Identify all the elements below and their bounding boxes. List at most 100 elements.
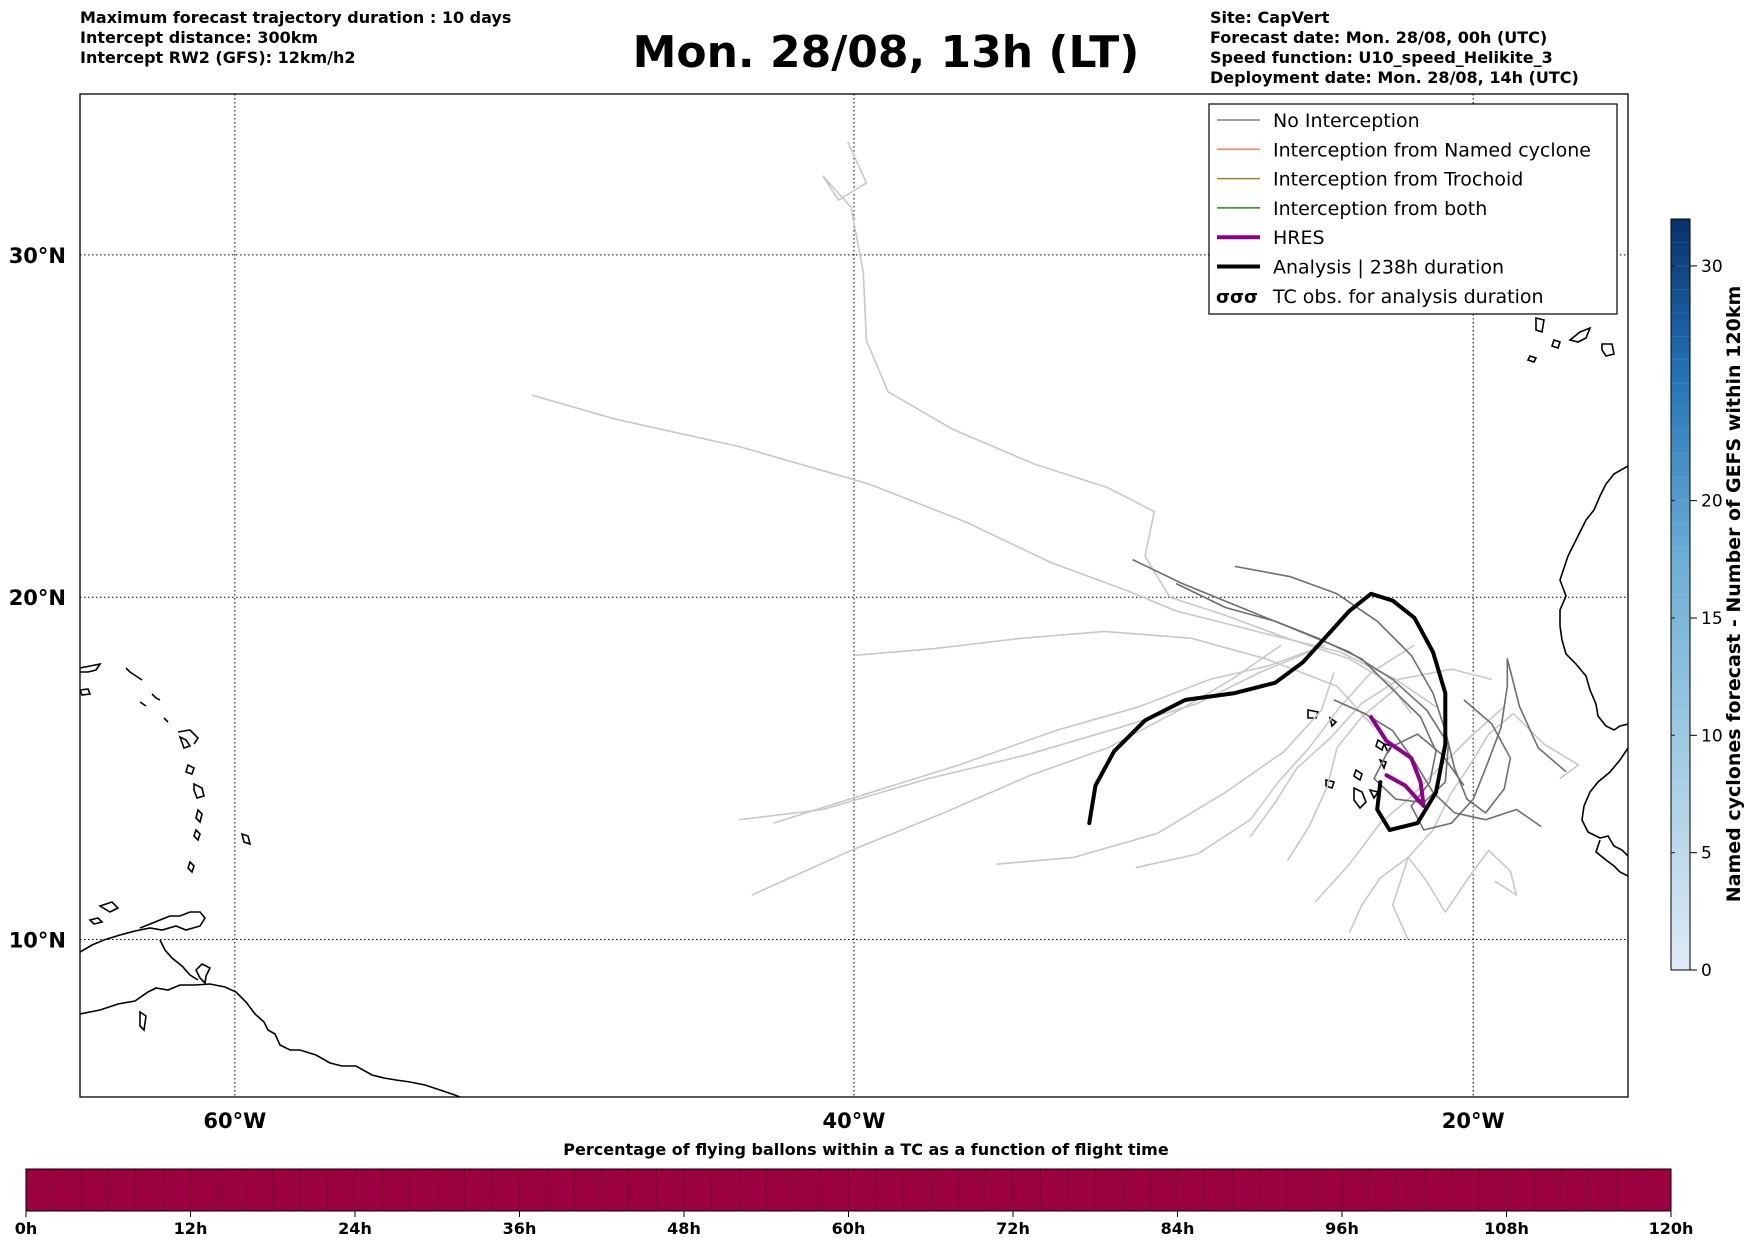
coastline-peninsula [159,939,199,981]
header-right-line: Site: CapVert [1210,8,1330,27]
coastline-africa [1559,465,1628,731]
ensemble-trajectory [751,644,1282,896]
colorbar-bottom-tick-label: 12h [174,1219,208,1238]
coastline-venezuela [80,911,206,953]
analysis-line [1087,591,1448,832]
colorbar-right-bar [1670,218,1691,971]
colorbar-bottom-bar [25,1168,1672,1212]
colorbar-bottom-tick-label: 108h [1484,1219,1529,1238]
map-frame [79,93,1629,1098]
coastline-islet-c [151,693,161,701]
ensemble-trajectory [773,644,1325,824]
coastline-trinidad [195,963,212,985]
header-left-line: Intercept distance: 300km [80,28,319,47]
colorbar-right-tick-label: 0 [1701,961,1712,981]
coastline-islet-e [139,701,147,707]
header-left-info: Maximum forecast trajectory duration : 1… [80,8,511,68]
colorbar-bottom-tick-label: 84h [1161,1219,1195,1238]
ensemble-trajectory [1175,582,1567,831]
coastline-canaries-5 [1526,355,1538,363]
lat-tick-label: 20°N [9,586,66,610]
gridlines [80,94,1628,1097]
coastline-antilles-3 [193,782,205,799]
coastline-islet-a [80,688,92,696]
coastline-canaries-4 [1550,338,1562,350]
legend-symbol: σσσ [1216,287,1258,308]
colorbar-bottom-tick-label: 0h [15,1219,38,1238]
coastline-antilles-7 [177,729,200,745]
ensemble-trajectory [1314,706,1505,903]
coastline-antilles-5 [193,828,201,842]
coastline-capeverde-2 [1328,716,1338,728]
legend-label: Interception from Named cyclone [1273,139,1591,161]
page-title: Mon. 28/08, 13h (LT) [632,27,1140,78]
coastline-tobago [98,901,120,913]
coastlines [80,316,1628,1097]
coastline-canaries-2 [1568,326,1592,343]
colorbar-right-tick-label: 20 [1701,492,1723,512]
coastline-antilles-2 [185,763,195,776]
coastline-capeverde-7 [1368,788,1380,800]
legend-label: Interception from both [1273,198,1487,220]
coastline-canaries-3 [1601,343,1615,357]
colorbar-bottom-tick-label: 60h [832,1219,866,1238]
coastline-south-america [80,983,461,1097]
legend-label: TC obs. for analysis duration [1272,286,1544,308]
header-left-line: Intercept RW2 (GFS): 12km/h2 [80,48,356,67]
colorbar-bottom-tick-label: 48h [667,1219,701,1238]
ensemble-trajectory [1286,685,1400,862]
ensemble-trajectory [1234,565,1512,814]
ensemble-trajectory [996,672,1335,865]
lat-tick-label: 30°N [9,244,66,268]
header-left-line: Maximum forecast trajectory duration : 1… [80,8,512,27]
colorbar-bottom: Percentage of flying ballons within a TC… [15,1140,1694,1238]
colorbar-right-label: Named cyclones forecast - Number of GEFS… [1723,286,1745,903]
colorbar-bottom-tick-label: 120h [1649,1219,1694,1238]
legend-label: Analysis | 238h duration [1273,257,1504,279]
hres-track [1369,715,1426,808]
legend: No Interception Interception from Named c… [1208,103,1618,315]
legend-label: Interception from Trochoid [1273,169,1523,191]
header-right-line: Forecast date: Mon. 28/08, 00h (UTC) [1210,28,1548,47]
coastline-antilles-6 [187,860,195,874]
coastline-capeverde-6 [1325,778,1336,790]
ensemble-trajectories-light [531,141,1580,940]
hres-line [1369,715,1426,808]
coastline-grenada [88,917,104,925]
coastline-barbados [240,832,252,846]
ensemble-trajectory [1135,644,1415,869]
lat-tick-labels: 30°N 20°N 10°N [9,244,66,953]
lon-tick-labels: 60°W 40°W 20°W [203,1109,1504,1133]
colorbar-bottom-tick-label: 36h [503,1219,537,1238]
coastline-capeverde-5 [1382,742,1394,754]
coastline-antilles-4 [195,808,203,824]
coastline-capeverde-4 [1375,738,1385,752]
ensemble-trajectory [1249,668,1492,838]
lon-tick-label: 60°W [203,1109,266,1133]
colorbar-right-tick-label: 15 [1701,609,1723,629]
colorbar-right-tick-label: 30 [1701,257,1723,277]
ensemble-trajectory [739,651,1310,821]
lon-tick-label: 40°W [823,1109,886,1133]
colorbar-bottom-tick-label: 96h [1325,1219,1359,1238]
legend-label: No Interception [1273,110,1420,132]
legend-box [1208,103,1618,315]
coastline-capeverde-1 [1307,709,1320,719]
coastline-africa-south [1581,747,1628,877]
ensemble-trajectory [1348,849,1518,934]
coastline-islet-d [163,717,169,723]
colorbar-bottom-tick-label: 72h [996,1219,1030,1238]
colorbar-bottom-title: Percentage of flying ballons within a TC… [563,1140,1169,1159]
colorbar-right-tick-label: 10 [1701,726,1723,746]
ensemble-trajectory [853,630,1375,728]
colorbar-bottom-tick-label: 24h [338,1219,372,1238]
header-right-line: Deployment date: Mon. 28/08, 14h (UTC) [1210,68,1579,87]
lon-tick-label: 20°W [1442,1109,1505,1133]
header-right-info: Site: CapVert Forecast date: Mon. 28/08,… [1210,8,1579,88]
header-right-line: Speed function: U10_speed_Helikite_3 [1210,48,1553,67]
ensemble-trajectory [1391,712,1580,940]
lat-tick-label: 10°N [9,929,66,953]
coastline-capeverde-8 [1353,786,1367,810]
coastline-islet-b [125,667,143,681]
